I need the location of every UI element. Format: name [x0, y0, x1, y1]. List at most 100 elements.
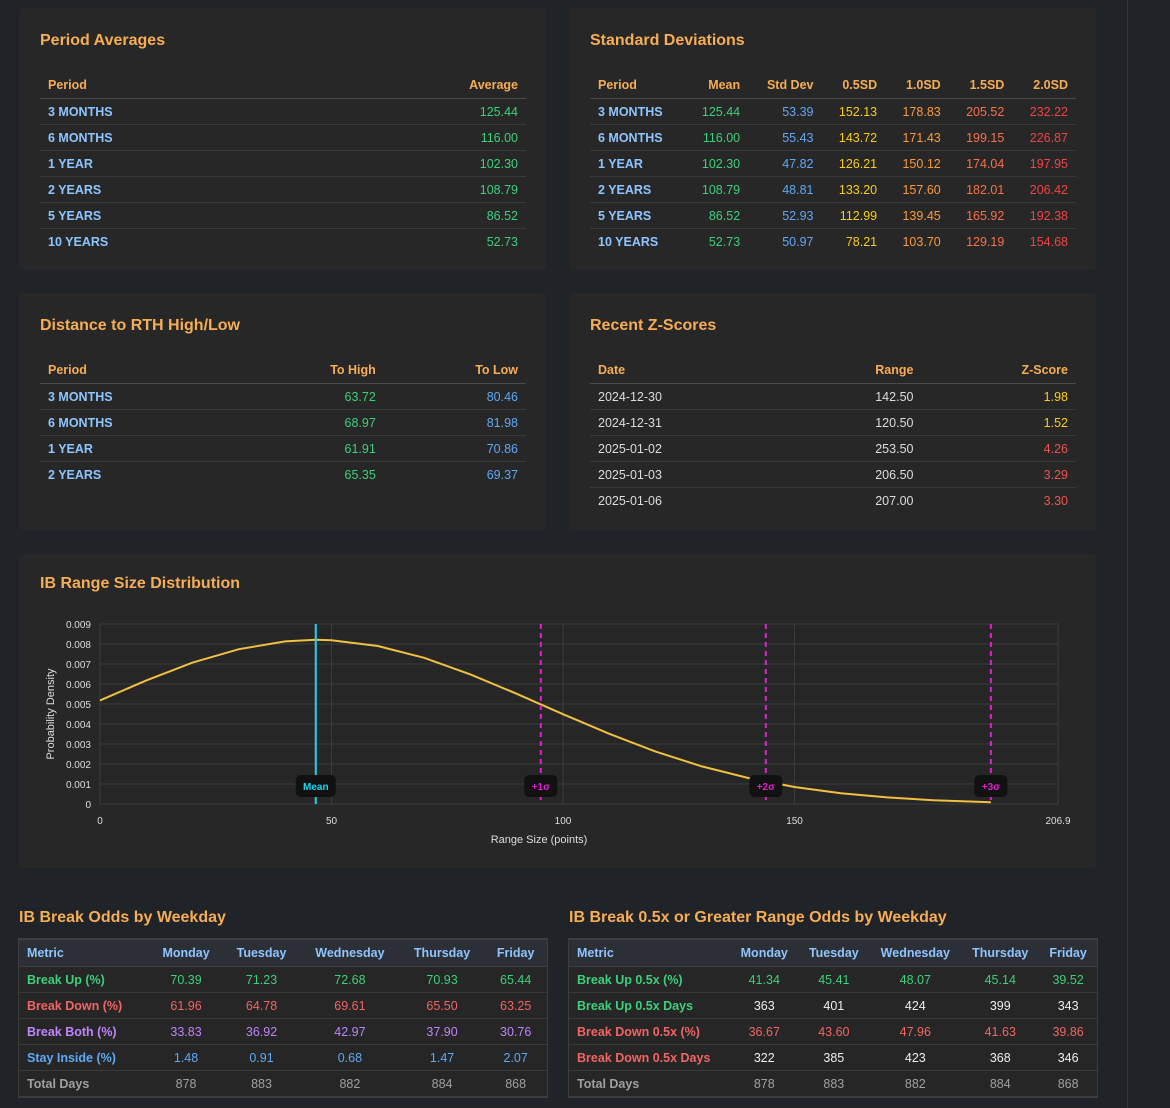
table-cell: 2.07 — [484, 1044, 547, 1071]
y-axis-label: Probability Density — [45, 668, 57, 760]
table-cell: 81.98 — [383, 409, 526, 436]
chart: IB Range Size Distribution Range Size (p… — [40, 575, 1071, 846]
table-cell: 43.60 — [798, 1018, 870, 1045]
table-row: 2024-12-31 120.50 1.52 — [590, 409, 1076, 436]
column-header: To High — [234, 357, 384, 384]
table-cell: 47.96 — [869, 1018, 962, 1045]
header-row: Date Range Z-Score — [590, 357, 1076, 384]
table-row: Total Days 878 883 882 884 868 — [569, 1070, 1097, 1097]
y-tick-label: 0.002 — [66, 760, 91, 771]
table-cell: 103.70 — [902, 234, 941, 249]
table-row: 3 MONTHS 63.72 80.46 — [40, 383, 526, 410]
table-cell: 139.45 — [885, 202, 949, 229]
table-cell: 205.52 — [948, 98, 1013, 125]
table-cell: 39.86 — [1039, 1018, 1097, 1045]
y-tick-label: 0.006 — [66, 680, 91, 691]
table-cell: 2025-01-06 — [598, 493, 662, 508]
column-header: Friday — [1039, 939, 1097, 967]
table-cell: 102.30 — [684, 150, 749, 177]
y-tick-label: 0.004 — [66, 720, 91, 731]
table-cell: 45.41 — [798, 966, 870, 993]
table-body: 2024-12-30 142.50 1.98 2024-12-31 120.50 1.52… — [590, 383, 1076, 514]
table-cell: 6 MONTHS — [590, 124, 685, 151]
annotation-label: Mean — [303, 782, 329, 793]
annotation-badge — [749, 775, 783, 797]
table-cell: 343 — [1039, 992, 1097, 1019]
table-cell: 70.93 — [399, 966, 485, 993]
table-cell: 65.50 — [399, 992, 485, 1019]
table-cell: 878 — [730, 1070, 799, 1097]
column-header: Z-Score — [921, 357, 1076, 384]
table-cell: 3.30 — [1043, 493, 1068, 508]
table-cell: 108.79 — [684, 176, 749, 203]
table-cell: Total Days — [569, 1070, 731, 1097]
table-cell: 206.42 — [1012, 176, 1076, 203]
table-row: Break Both (%) 33.83 36.92 42.97 37.90 30.76 — [19, 1018, 547, 1045]
panel-title: Recent Z-Scores — [590, 317, 717, 334]
table-cell: 157.60 — [885, 176, 949, 203]
table-cell: 102.30 — [309, 150, 526, 177]
table-cell: 884 — [399, 1070, 485, 1097]
table-cell: 125.44 — [309, 98, 526, 125]
table-cell: 52.73 — [486, 234, 518, 249]
table-cell: 70.39 — [149, 966, 224, 993]
column-header: 1.0SD — [885, 72, 949, 99]
table-cell: 52.73 — [708, 234, 741, 249]
table-cell: Break Up 0.5x Days — [569, 992, 731, 1019]
table-cell: 108.79 — [309, 176, 526, 203]
table-cell: 883 — [798, 1070, 870, 1097]
table-cell: Break Down 0.5x (%) — [569, 1018, 731, 1045]
header-row: Metric Monday Tuesday Wednesday Thursday Frid… — [19, 939, 547, 967]
table-cell: 399 — [961, 992, 1040, 1019]
table-row: 10 YEARS 52.73 50.97 78.21 103.70 129.19 154.6… — [590, 229, 1076, 255]
table-head: Date Range Z-Score — [590, 357, 1076, 384]
table-cell: 1.48 — [149, 1044, 224, 1071]
column-header: 1.5SD — [948, 72, 1013, 99]
table-row: Break Down 0.5x (%) 36.67 43.60 47.96 41.63 3… — [569, 1018, 1097, 1045]
annotation-badge — [974, 775, 1008, 797]
table-cell: 1 YEAR — [40, 150, 310, 177]
table-cell: 165.92 — [948, 202, 1013, 229]
x-tick-label: 150 — [786, 816, 803, 827]
table-row: 6 MONTHS 116.00 55.43 143.72 171.43 199.15 226… — [590, 124, 1076, 151]
table-row: 2025-01-02 253.50 4.26 — [590, 435, 1076, 462]
panel: Distance to RTH High/Low Period To High To… — [19, 293, 546, 530]
table-cell: 69.37 — [486, 467, 518, 482]
table-cell: 71.23 — [223, 966, 301, 993]
table-cell: 3 MONTHS — [590, 98, 685, 125]
column-header: Period — [40, 357, 235, 384]
table-cell: 52.93 — [748, 202, 822, 229]
table-cell: 48.81 — [748, 176, 822, 203]
table-cell: 192.38 — [1012, 202, 1076, 229]
chart-panel: IB Range Size Distribution Range Size (p… — [19, 554, 1096, 868]
table-row: 3 MONTHS 125.44 53.39 152.13 178.83 205.52 232… — [590, 98, 1076, 125]
table-cell: 154.68 — [1029, 234, 1068, 249]
column-header: Mean — [684, 72, 749, 99]
y-tick-label: 0.009 — [66, 620, 91, 631]
table-cell: 199.15 — [948, 124, 1013, 151]
table-row: Break Down (%) 61.96 64.78 69.61 65.50 63.25 — [19, 992, 547, 1019]
table-cell: 37.90 — [399, 1018, 485, 1045]
section-title: IB Break 0.5x or Greater Range Odds by W… — [569, 909, 947, 926]
table-body: Break Up (%) 70.39 71.23 72.68 70.93 65.44 Bre… — [19, 966, 547, 1097]
table-cell: 63.25 — [484, 992, 547, 1019]
table-cell: 120.50 — [787, 409, 922, 436]
table-row: 2025-01-06 207.00 3.30 — [590, 488, 1076, 514]
table-cell: 3 MONTHS — [40, 98, 310, 125]
table-cell: 882 — [300, 1070, 400, 1097]
table-cell: 1 YEAR — [590, 150, 685, 177]
table-cell: 206.50 — [787, 461, 922, 488]
table-cell: 112.99 — [821, 202, 886, 229]
table-cell: 65.35 — [344, 467, 376, 482]
table-cell: 42.97 — [300, 1018, 400, 1045]
column-header: Metric — [19, 939, 150, 967]
table: Metric Monday Tuesday Wednesday Thursday Frid… — [18, 938, 548, 1098]
table-cell: 2025-01-02 — [590, 435, 788, 462]
table-cell: 61.91 — [234, 435, 384, 462]
table-cell: 143.72 — [821, 124, 886, 151]
plot-area — [99, 623, 1059, 805]
table-cell: 3.29 — [921, 461, 1076, 488]
table-cell: 368 — [961, 1044, 1040, 1071]
table-cell: 1.52 — [921, 409, 1076, 436]
table-cell: Break Down 0.5x Days — [569, 1044, 731, 1071]
